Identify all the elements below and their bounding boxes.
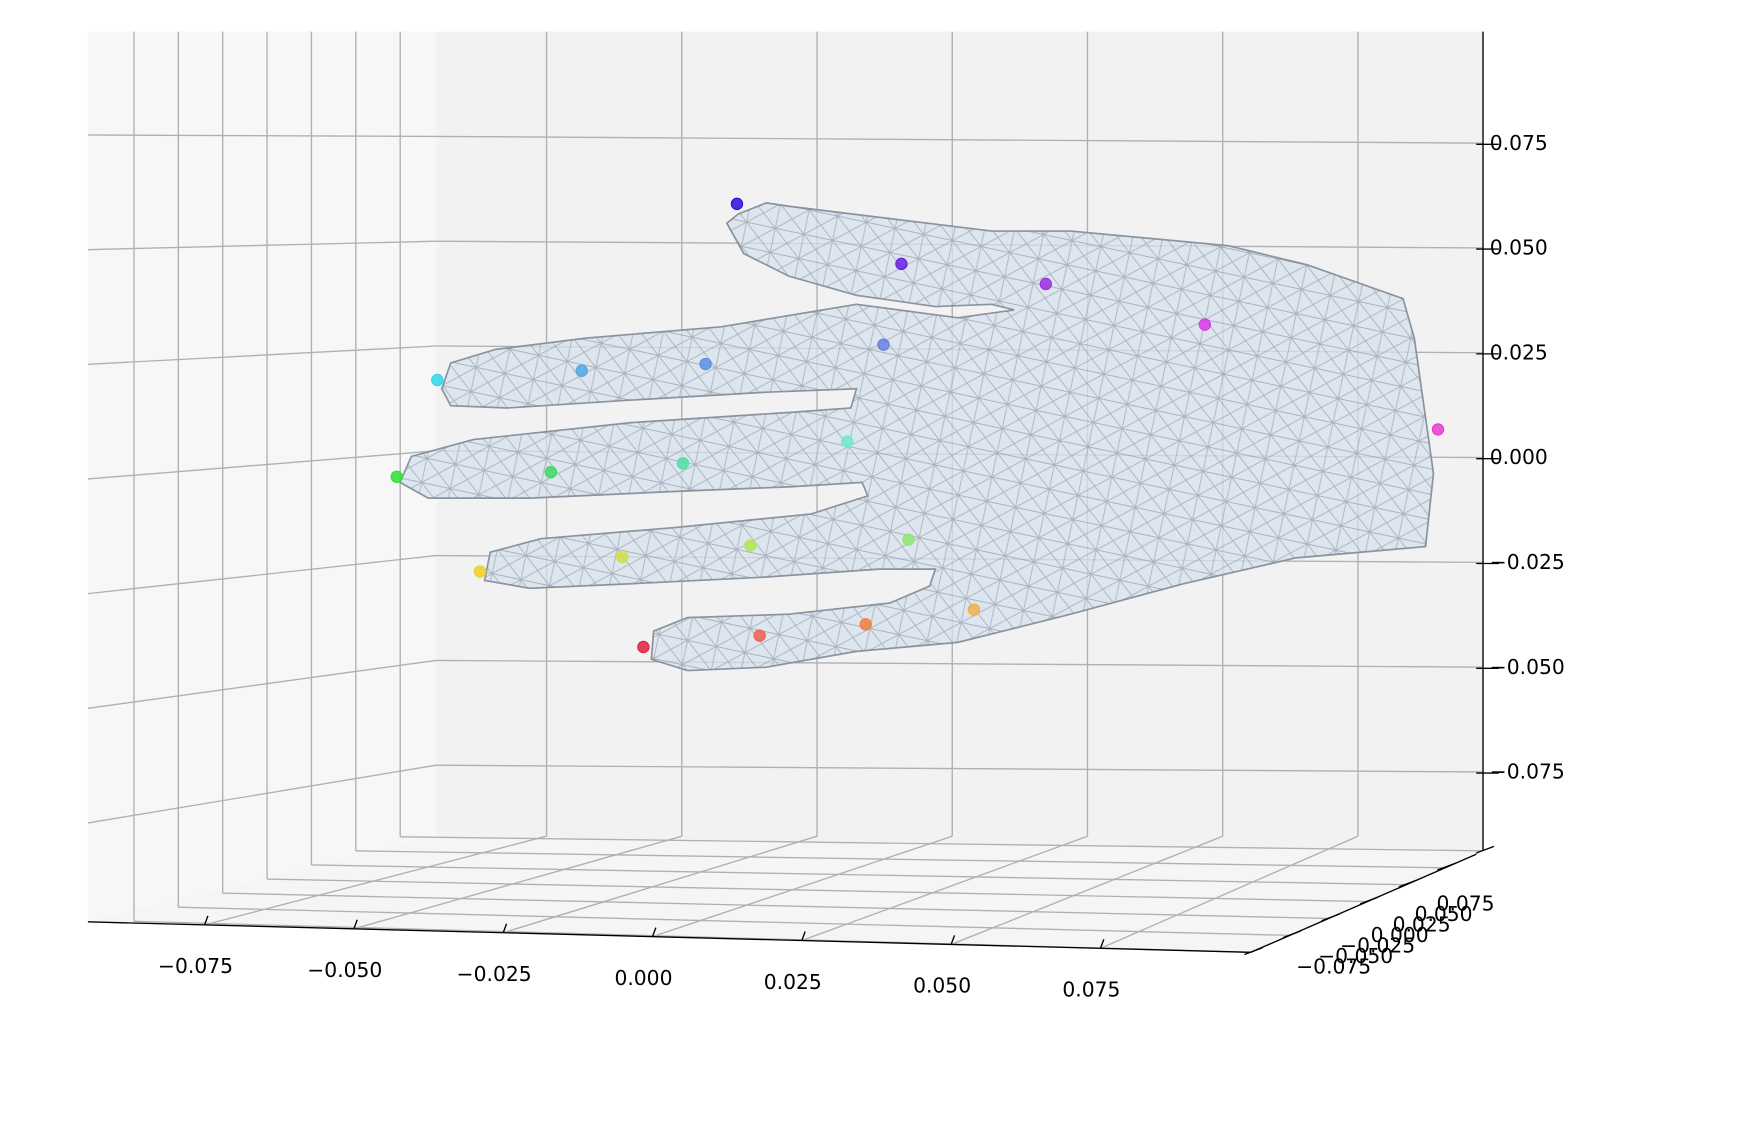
keypoint: [744, 539, 757, 552]
tick-mark: [801, 931, 806, 941]
tick-mark: [1321, 913, 1340, 922]
y-tick-label: 0.075: [1437, 892, 1495, 916]
tick-mark: [651, 927, 657, 937]
keypoint: [1198, 318, 1212, 331]
x-tick-label: 0.025: [764, 970, 822, 994]
grid-line: [222, 892, 1329, 920]
grid-line: [87, 764, 437, 824]
y-tick-label: 0.000: [1371, 923, 1429, 947]
grid-line: [87, 345, 437, 365]
keypoint: [390, 470, 403, 483]
grid-line: [400, 836, 1483, 852]
grid-line: [178, 906, 1290, 937]
grid-line: [87, 134, 437, 138]
keypoint: [544, 465, 558, 479]
keypoint: [902, 533, 915, 546]
tick-mark: [1398, 879, 1418, 888]
grid-line: [436, 135, 1484, 144]
hand-mesh: [398, 202, 1435, 672]
tick-mark: [1359, 896, 1379, 905]
y-tick-label: 0.050: [1415, 902, 1473, 926]
keypoint: [753, 629, 766, 642]
keypoint: [616, 550, 629, 564]
grid-line: [204, 835, 547, 926]
keypoint: [877, 338, 890, 351]
tick-mark: [1475, 845, 1495, 854]
axes: −0.075 −0.050 −0.025 0.000 0.025 0.050 0.075−0…: [87, 31, 1565, 1002]
grid-line: [950, 835, 1223, 946]
keypoint: [730, 197, 744, 211]
z-tick-label: 0.000: [1490, 445, 1548, 469]
tick-mark: [950, 935, 956, 945]
x-tick-label: 0.075: [1062, 978, 1120, 1002]
y-tick-label: −0.075: [1296, 954, 1371, 978]
z-tick-label: 0.050: [1490, 236, 1548, 260]
keypoint: [676, 457, 690, 470]
keypoint: [967, 603, 981, 616]
z-tick-label: −0.025: [1490, 550, 1565, 574]
z-tick-label: 0.075: [1490, 131, 1548, 155]
grid-line: [436, 764, 1484, 773]
keypoint: [473, 565, 487, 578]
keypoint: [1039, 277, 1053, 291]
keypoint: [637, 640, 650, 654]
tick-mark: [1437, 862, 1456, 871]
keypoint: [699, 357, 712, 371]
tick-mark: [502, 923, 508, 933]
x-tick-label: −0.050: [307, 958, 382, 982]
keypoint: [575, 364, 588, 377]
keypoint: [859, 618, 872, 631]
grid-line: [355, 850, 1445, 869]
tick-mark: [203, 915, 209, 926]
grid-line: [87, 450, 437, 480]
left-pane: [87, 31, 437, 922]
tick-mark: [1244, 947, 1263, 956]
grid-line: [87, 659, 437, 709]
tick-mark: [1282, 930, 1302, 939]
x-tick-label: −0.025: [457, 962, 532, 986]
z-tick-label: 0.025: [1490, 340, 1548, 364]
tick-mark: [353, 919, 358, 930]
keypoint: [841, 435, 854, 448]
x-tick-label: 0.000: [614, 966, 672, 990]
grid-line: [801, 835, 1088, 942]
grid-line: [267, 878, 1367, 903]
tick-mark: [1099, 939, 1105, 949]
points: [390, 197, 1445, 654]
x-tick-label: −0.075: [158, 954, 233, 978]
grid-line: [1100, 835, 1359, 949]
keypoint: [1431, 423, 1445, 436]
y-tick-label: −0.050: [1318, 944, 1393, 968]
grid-line: [311, 864, 1406, 886]
z-tick-label: −0.050: [1490, 655, 1565, 679]
y-tick-label: 0.025: [1393, 913, 1451, 937]
x-tick-label: 0.050: [913, 974, 971, 998]
keypoint: [431, 373, 444, 387]
grid-line: [436, 659, 1484, 668]
grid-line: [87, 554, 437, 595]
keypoint: [895, 257, 908, 271]
z-tick-label: −0.075: [1490, 760, 1565, 784]
grid-line: [87, 240, 437, 251]
hand-wireframe: [400, 202, 1434, 671]
x-axis-line: [87, 921, 1251, 953]
y-tick-label: −0.025: [1340, 933, 1415, 957]
